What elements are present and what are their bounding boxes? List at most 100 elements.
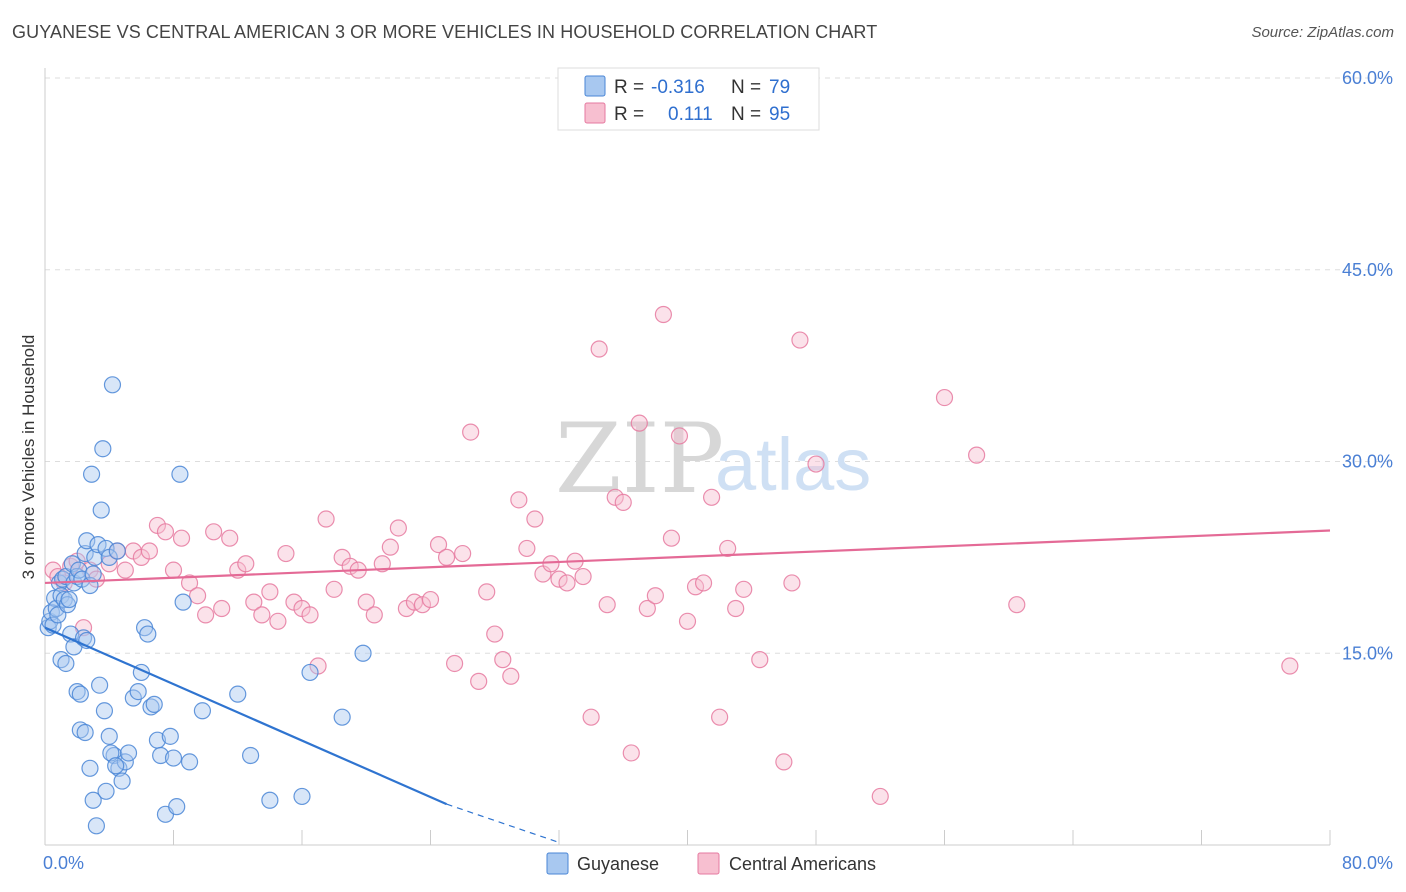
point-central-americans [317, 510, 335, 528]
point-central-americans [221, 529, 239, 547]
point-guyanese [100, 727, 118, 745]
point-central-americans [486, 625, 504, 643]
point-guyanese [164, 749, 183, 767]
point-central-americans [614, 493, 632, 512]
point-central-americans [751, 651, 769, 669]
point-central-americans [670, 427, 689, 445]
point-guyanese [168, 798, 186, 816]
point-central-americans [437, 548, 456, 566]
point-guyanese [87, 817, 106, 835]
point-guyanese [55, 590, 73, 609]
point-guyanese [113, 772, 131, 790]
point-guyanese [91, 676, 109, 694]
point-central-americans [213, 599, 231, 618]
legend-r-label-guyanese: R = [614, 77, 644, 98]
point-central-americans [526, 510, 544, 528]
point-central-americans [542, 555, 560, 573]
point-central-americans [662, 529, 681, 547]
point-guyanese [180, 753, 199, 771]
point-central-americans [590, 340, 608, 358]
legend-n-label-central: N = [731, 104, 761, 125]
point-central-americans [445, 654, 464, 673]
point-guyanese [78, 532, 96, 550]
point-central-americans [678, 612, 697, 630]
y-axis-label: 3 or more Vehicles in Household [19, 335, 38, 580]
watermark-zip: ZIP [555, 403, 724, 515]
point-guyanese [94, 440, 112, 458]
point-central-americans [478, 583, 496, 601]
point-central-americans [188, 587, 207, 605]
point-central-americans [935, 388, 954, 407]
point-guyanese [142, 698, 160, 716]
point-central-americans [156, 523, 175, 541]
point-guyanese [145, 695, 163, 713]
point-guyanese [103, 376, 122, 394]
point-guyanese [82, 465, 101, 483]
point-central-americans [140, 542, 159, 560]
point-central-americans [494, 651, 512, 669]
point-central-americans [205, 523, 223, 541]
point-guyanese [293, 787, 311, 806]
legend-swatch-guyanese [584, 75, 606, 97]
point-central-americans [630, 414, 648, 432]
point-central-americans [470, 672, 488, 690]
point-central-americans [269, 612, 287, 630]
trend-line-guyanese [44, 626, 448, 806]
point-central-americans [582, 708, 600, 726]
point-guyanese [171, 465, 189, 483]
point-central-americans [783, 574, 801, 592]
point-guyanese [242, 746, 260, 765]
point-guyanese [60, 590, 78, 609]
point-guyanese [84, 565, 102, 583]
watermark-atlas: atlas [715, 423, 871, 506]
point-guyanese [71, 721, 89, 739]
bottom-legend-label-central: Central Americans [729, 854, 876, 874]
point-guyanese [139, 625, 157, 643]
point-guyanese [261, 791, 279, 809]
point-central-americans [245, 593, 263, 611]
point-guyanese [76, 544, 94, 563]
y-tick-label: 45.0% [1342, 260, 1393, 280]
point-guyanese [81, 759, 99, 777]
point-central-americans [421, 590, 440, 609]
point-central-americans [261, 583, 279, 601]
chart-title: GUYANESE VS CENTRAL AMERICAN 3 OR MORE V… [12, 22, 878, 42]
point-central-americans [510, 491, 528, 509]
y-tick-label: 15.0% [1342, 643, 1393, 663]
point-guyanese [333, 708, 351, 726]
point-central-americans [164, 561, 183, 579]
chart-source: Source: ZipAtlas.com [1251, 24, 1394, 41]
legend-r-value-central: 0.111 [668, 104, 713, 125]
trend-line-guyanese-extension [446, 803, 560, 844]
point-guyanese [193, 702, 212, 720]
point-guyanese [63, 555, 81, 573]
grid-lines [45, 77, 1395, 654]
point-guyanese [95, 702, 114, 720]
point-guyanese [102, 744, 120, 762]
point-guyanese [161, 727, 179, 745]
point-guyanese [89, 535, 107, 554]
point-central-americans [357, 593, 375, 611]
point-central-americans [735, 580, 753, 598]
legend-n-value-guyanese: 79 [769, 77, 790, 98]
point-central-americans [711, 708, 729, 726]
point-guyanese [76, 723, 94, 742]
point-central-americans [325, 580, 343, 598]
point-guyanese [116, 753, 134, 771]
point-central-americans [518, 539, 536, 558]
point-central-americans [686, 578, 705, 596]
point-central-americans [638, 599, 656, 618]
point-central-americans [462, 423, 480, 441]
point-guyanese [84, 791, 102, 809]
point-central-americans [1008, 596, 1026, 614]
point-central-americans [558, 574, 576, 592]
point-guyanese [68, 682, 86, 701]
point-central-americans [807, 455, 825, 473]
legend-n-value-central: 95 [769, 104, 790, 125]
point-central-americans [502, 667, 520, 685]
point-central-americans [301, 606, 319, 624]
watermark: ZIP atlas [555, 403, 871, 515]
point-central-americans [180, 574, 199, 592]
point-guyanese [108, 542, 126, 560]
